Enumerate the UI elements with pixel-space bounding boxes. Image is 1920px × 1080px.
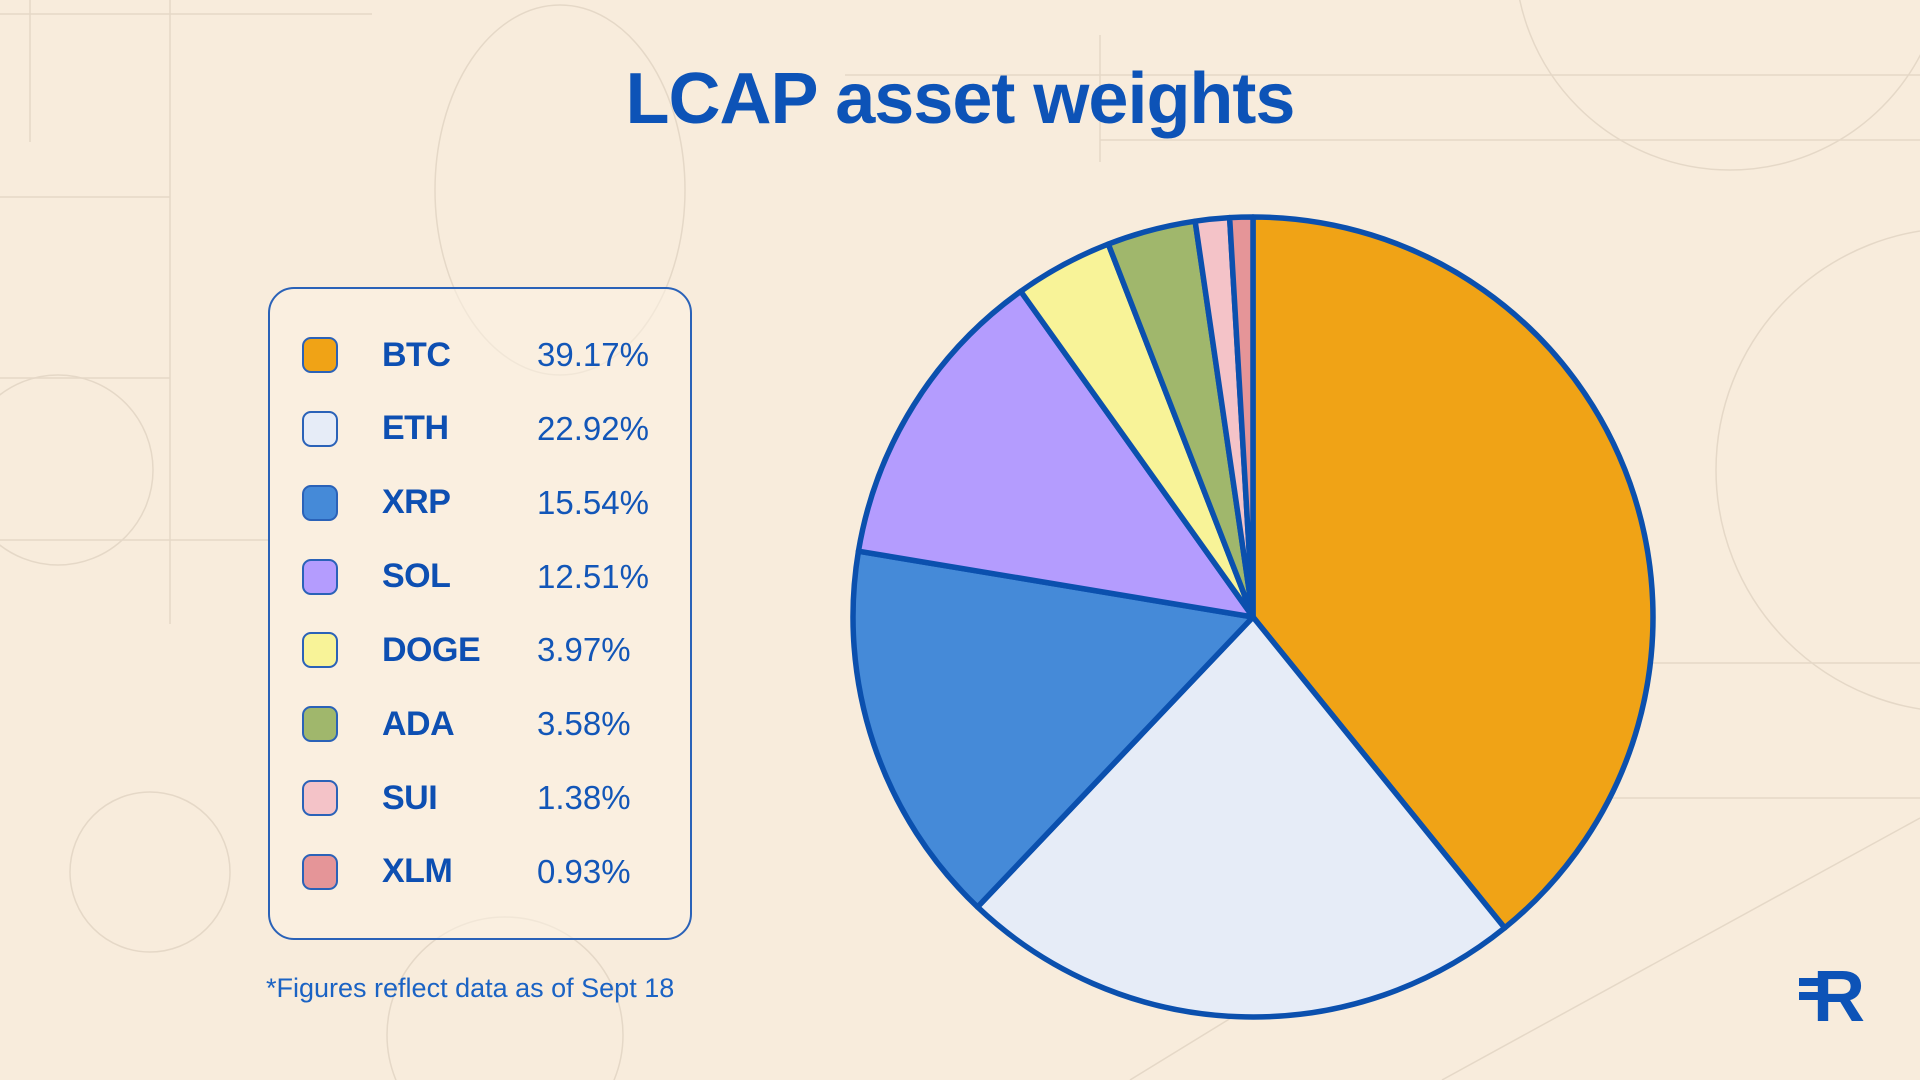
legend-row: DOGE 3.97% (270, 628, 690, 672)
legend-asset-weight: 39.17% (537, 336, 649, 373)
legend-color-swatch (302, 410, 338, 447)
legend-asset-weight: 3.58% (537, 705, 631, 743)
footnote: *Figures reflect data as of Sept 18 (266, 973, 675, 1003)
legend-asset-label: DOGE (382, 630, 481, 669)
legend-asset-label: SOL (382, 557, 451, 596)
legend-asset-label: ETH (382, 409, 449, 448)
pie-slice-eth (974, 614, 1508, 1020)
legend-color-swatch (302, 484, 338, 521)
pie-chart (845, 209, 1661, 1025)
pie-slice-btc (1250, 214, 1656, 931)
legend-asset-label: BTC (382, 335, 451, 374)
pie-slice-xrp (850, 548, 1256, 910)
page-title: LCAP asset weights (625, 59, 1296, 139)
legend-color-swatch (302, 337, 338, 373)
legend-asset-weight: 22.92% (537, 409, 649, 447)
pie-slice-xlm (1226, 214, 1256, 620)
legend-row: XRP 15.54% (270, 481, 690, 525)
legend-row: XLM 0.93% (270, 850, 690, 894)
legend-row: SUI 1.38% (270, 776, 690, 820)
legend-asset-label: ADA (382, 704, 455, 743)
legend-color-swatch (302, 558, 338, 595)
legend-color-swatch (302, 780, 338, 817)
legend-asset-weight: 3.97% (537, 631, 631, 669)
pie-slice-sol (855, 288, 1256, 620)
legend-color-swatch (302, 706, 338, 743)
svg-text:R: R (1813, 957, 1865, 1028)
legend-asset-label: XRP (382, 483, 451, 522)
legend-asset-weight: 15.54% (537, 483, 649, 521)
legend-row: BTC 39.17% (270, 333, 690, 377)
legend-asset-label: SUI (382, 778, 438, 817)
legend-row: ADA 3.58% (270, 702, 690, 746)
legend-asset-weight: 0.93% (537, 852, 631, 890)
legend-asset-weight: 12.51% (537, 557, 649, 595)
legend-row: ETH 22.92% (270, 407, 690, 451)
brand-logo-r-icon: R (1799, 957, 1865, 1028)
legend-color-swatch (302, 853, 338, 890)
legend-color-swatch (302, 632, 338, 669)
legend-asset-label: XLM (382, 852, 453, 891)
legend-asset-weight: 1.38% (537, 779, 631, 817)
legend-row: SOL 12.51% (270, 555, 690, 599)
legend-card: BTC 39.17% ETH 22.92% XRP 15.54% SOL 12.… (268, 287, 692, 940)
